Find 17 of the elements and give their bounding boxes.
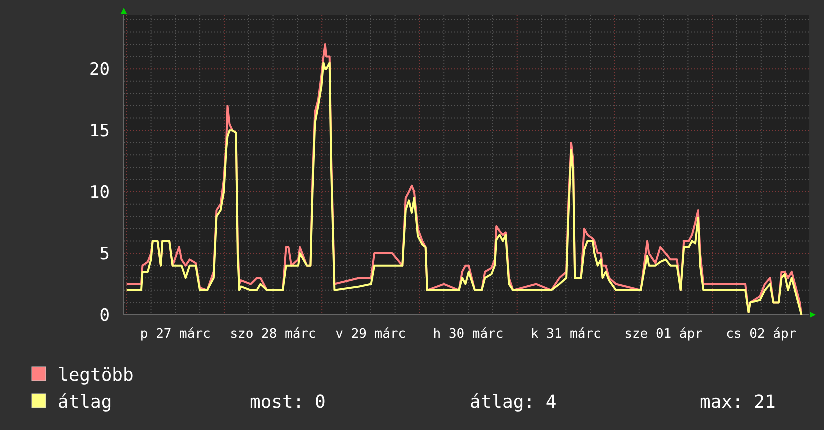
legend-label: átlag [58, 392, 112, 413]
x-tick-label: h 30 márc [433, 327, 504, 342]
x-tick-label: v 29 márc [336, 327, 406, 342]
y-tick-label: 20 [90, 60, 110, 80]
x-tick-label: sze 01 ápr [624, 327, 704, 342]
y-tick-label: 5 [100, 244, 110, 264]
y-tick-label: 10 [90, 183, 110, 203]
text: max: 21 [700, 392, 776, 413]
x-tick-label: p 27 márc [140, 327, 211, 342]
x-tick-label: szo 28 márc [230, 327, 316, 342]
text: most: 0 [250, 392, 326, 413]
text: átlag: 4 [470, 392, 557, 413]
y-tick-label: 15 [90, 122, 110, 142]
y-tick-label: 0 [100, 306, 110, 326]
legend-label: legtöbb [58, 365, 134, 386]
x-tick-label: k 31 márc [530, 327, 602, 342]
x-tick-label: cs 02 ápr [726, 327, 797, 342]
